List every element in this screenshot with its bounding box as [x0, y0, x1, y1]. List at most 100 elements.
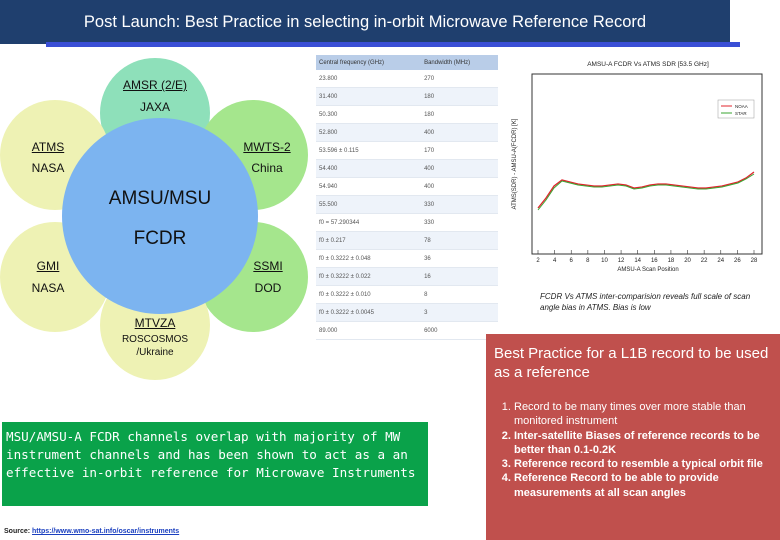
bandwidth-cell: 16 [421, 267, 498, 286]
table-row: f0 ± 0.217 78 [316, 231, 498, 250]
bandwidth-cell: 36 [421, 249, 498, 268]
frequency-cell: 89.000 [316, 321, 422, 340]
table-row: 89.000 6000 [316, 321, 498, 340]
bandwidth-cell: 330 [421, 195, 498, 214]
ssmi-name: SSMI [253, 259, 283, 273]
summary-text: MSU/AMSU-A FCDR channels overlap with ma… [6, 429, 416, 480]
center-circle [62, 118, 258, 314]
best-practice-heading: Best Practice for a L1B record to be use… [494, 345, 769, 381]
best-practice-item: Record to be many times over more stable… [514, 400, 776, 429]
bandwidth-cell: 400 [421, 159, 498, 178]
table-row: 55.500 330 [316, 195, 498, 214]
frequency-cell: 55.500 [316, 195, 422, 214]
x-tick-label: 2 [536, 258, 540, 264]
table-row: f0 ± 0.3222 ± 0.048 36 [316, 249, 498, 268]
bandwidth-cell: 180 [421, 105, 498, 124]
table-row: f0 ± 0.3222 ± 0.022 16 [316, 267, 498, 286]
table-row: f0 ± 0.3222 ± 0.010 8 [316, 285, 498, 304]
summary-box: MSU/AMSU-A FCDR channels overlap with ma… [2, 422, 428, 506]
legend-label-star: STAR [735, 111, 747, 116]
amsr-name: AMSR (2/E) [122, 78, 187, 92]
frequency-cell: 31.400 [316, 87, 422, 106]
source-label: Source: [4, 528, 31, 535]
x-tick-label: 14 [634, 258, 641, 264]
title-underline [46, 42, 740, 47]
x-axis-ticks: 2 4 6 8 10 12 14 16 18 20 22 24 26 28 [536, 250, 758, 264]
plot-xlabel: AMSU-A Scan Position [617, 267, 678, 273]
bandwidth-cell: 400 [421, 123, 498, 142]
bandwidth-cell: 6000 [421, 321, 498, 340]
mtvza-name: MTVZA [134, 316, 176, 330]
page-title: Post Launch: Best Practice in selecting … [83, 12, 647, 31]
best-practice-item: Reference Record to be able to provide m… [514, 471, 776, 500]
source-line: Source: https://www.wmo-sat.info/oscar/i… [4, 528, 179, 535]
table-row: 54.400 400 [316, 159, 498, 178]
x-tick-label: 6 [570, 258, 574, 264]
frequency-cell: 54.940 [316, 177, 422, 196]
table-row: f0 ± 0.3222 ± 0.0045 3 [316, 303, 498, 322]
frequency-cell: 54.400 [316, 159, 422, 178]
table-row: 54.940 400 [316, 177, 498, 196]
center-title: AMSU/MSU [108, 188, 212, 209]
x-tick-label: 28 [751, 258, 758, 264]
bandwidth-cell: 400 [421, 177, 498, 196]
x-tick-label: 10 [601, 258, 608, 264]
frequency-cell: f0 = 57.290344 [316, 213, 422, 232]
best-practice-item: Reference record to resemble a typical o… [514, 457, 776, 471]
frequency-cell: f0 ± 0.3222 ± 0.048 [316, 249, 422, 268]
frequency-cell: f0 ± 0.3222 ± 0.0045 [316, 303, 422, 322]
table-body: 23.800 270 31.400 180 50.300 180 52.800 400 53.5… [316, 70, 498, 340]
mtvza-agency: ROSCOSMOS /Ukraine [121, 334, 189, 358]
table-row: 31.400 180 [316, 87, 498, 106]
plot-caption: FCDR Vs ATMS inter-comparision reveals f… [540, 292, 751, 312]
mwts-agency: China [251, 161, 283, 175]
x-tick-label: 26 [734, 258, 741, 264]
x-tick-label: 24 [717, 258, 724, 264]
bandwidth-cell: 8 [421, 285, 498, 304]
header-bandwidth: Bandwidth (MHz) [421, 55, 498, 70]
best-practice-item: Inter-satellite Biases of reference reco… [514, 429, 776, 458]
x-tick-label: 16 [651, 258, 658, 264]
plot-ylabel: ATMS(SDR) - AMSU-A(FCDR) [K] [512, 118, 518, 209]
best-practice-list: Record to be many times over more stable… [486, 400, 776, 500]
table-row: f0 = 57.290344 330 [316, 213, 498, 232]
bias-plot-svg: AMSU-A FCDR Vs ATMS SDR [53.5 GHz] ATMS(… [512, 61, 763, 273]
x-tick-label: 20 [684, 258, 691, 264]
bandwidth-cell: 180 [421, 87, 498, 106]
title-bar: Post Launch: Best Practice in selecting … [0, 0, 730, 44]
amsr-agency: JAXA [139, 100, 170, 114]
mwts-name: MWTS-2 [243, 140, 291, 154]
bandwidth-cell: 3 [421, 303, 498, 322]
frequency-cell: f0 ± 0.3222 ± 0.010 [316, 285, 422, 304]
x-tick-label: 18 [668, 258, 675, 264]
gmi-name: GMI [36, 259, 60, 273]
bandwidth-cell: 170 [421, 141, 498, 160]
series-noaa-line [537, 171, 755, 209]
x-tick-label: 8 [586, 258, 590, 264]
x-tick-label: 12 [618, 258, 625, 264]
bias-plot: AMSU-A FCDR Vs ATMS SDR [53.5 GHz] ATMS(… [508, 58, 770, 274]
atms-agency: NASA [31, 161, 65, 175]
frequency-cell: 53.596 ± 0.115 [316, 141, 422, 160]
bandwidth-cell: 78 [421, 231, 498, 250]
table-header-row: Central frequency (GHz) Bandwidth (MHz) [316, 55, 498, 70]
table-row: 52.800 400 [316, 123, 498, 142]
best-practice-box: Best Practice for a L1B record to be use… [486, 334, 780, 540]
x-tick-label: 4 [553, 258, 557, 264]
legend-label-noaa: NOAA [735, 104, 748, 109]
bandwidth-cell: 270 [421, 70, 498, 88]
header-frequency: Central frequency (GHz) [316, 55, 422, 70]
frequency-cell: 23.800 [316, 70, 422, 88]
center-subtitle: FCDR [133, 228, 187, 249]
bandwidth-cell: 330 [421, 213, 498, 232]
frequency-cell: 52.800 [316, 123, 422, 142]
table-row: 53.596 ± 0.115 170 [316, 141, 498, 160]
series-star-line [537, 173, 755, 211]
frequency-cell: f0 ± 0.3222 ± 0.022 [316, 267, 422, 286]
ssmi-agency: DOD [254, 281, 282, 295]
channel-table: Central frequency (GHz) Bandwidth (MHz) … [316, 55, 498, 340]
source-link[interactable]: https://www.wmo-sat.info/oscar/instrumen… [32, 528, 180, 535]
frequency-cell: f0 ± 0.217 [316, 231, 422, 250]
frequency-cell: 50.300 [316, 105, 422, 124]
plot-title: AMSU-A FCDR Vs ATMS SDR [53.5 GHz] [587, 61, 709, 68]
